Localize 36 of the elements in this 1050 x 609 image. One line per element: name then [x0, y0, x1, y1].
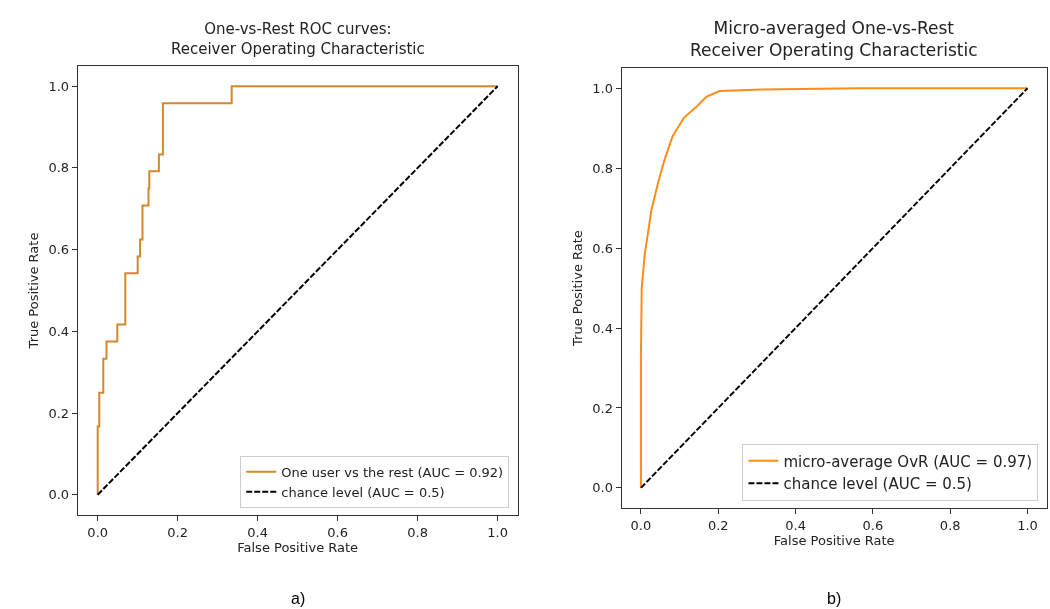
x-tick-label: 0.6	[327, 524, 349, 540]
x-tick-label: 0.0	[630, 517, 652, 533]
y-axis-title: True Positive Rate	[570, 230, 586, 347]
y-tick-label: 1.0	[592, 80, 613, 96]
y-tick-label: 0.2	[592, 400, 613, 416]
x-tick-label: 0.8	[939, 517, 961, 533]
x-axis-title: False Positive Rate	[237, 540, 359, 556]
y-tick-label: 0.4	[48, 323, 70, 339]
legend-label: chance level (AUC = 0.5)	[281, 484, 445, 500]
x-tick-label: 0.4	[247, 524, 269, 540]
x-tick-label: 1.0	[487, 524, 508, 540]
y-axis-title: True Positive Rate	[26, 232, 42, 350]
x-tick-label: 1.0	[1017, 517, 1038, 533]
y-tick-label: 0.0	[592, 480, 613, 496]
chart-title: Micro-averaged One-vs-Rest Receiver Operating Characteristic	[690, 18, 978, 61]
y-tick-label: 0.8	[592, 160, 613, 176]
x-tick-label: 0.0	[87, 524, 109, 540]
x-tick-label: 0.4	[785, 517, 806, 533]
legend-label: One user vs the rest (AUC = 0.92)	[281, 464, 504, 480]
text: a)	[291, 590, 306, 607]
y-tick-label: 0.0	[48, 487, 70, 503]
chart-title: One-vs-Rest ROC curves: Receiver Operating Characteristic	[171, 20, 425, 58]
x-axis-title: False Positive Rate	[773, 533, 895, 549]
y-tick-label: 0.6	[48, 242, 70, 258]
x-tick-label: 0.6	[862, 517, 884, 533]
y-tick-label: 0.2	[48, 405, 70, 421]
y-tick-label: 0.4	[592, 320, 613, 336]
y-tick-label: 0.6	[592, 240, 613, 256]
legend-label: chance level (AUC = 0.5)	[783, 475, 972, 494]
x-tick-label: 0.2	[707, 517, 729, 533]
x-tick-label: 0.8	[407, 524, 428, 540]
y-tick-label: 0.8	[48, 160, 70, 176]
y-tick-label: 1.0	[48, 78, 70, 94]
legend-label: micro-average OvR (AUC = 0.97)	[783, 452, 1033, 471]
x-tick-label: 0.2	[167, 524, 189, 540]
text: b)	[827, 590, 842, 607]
